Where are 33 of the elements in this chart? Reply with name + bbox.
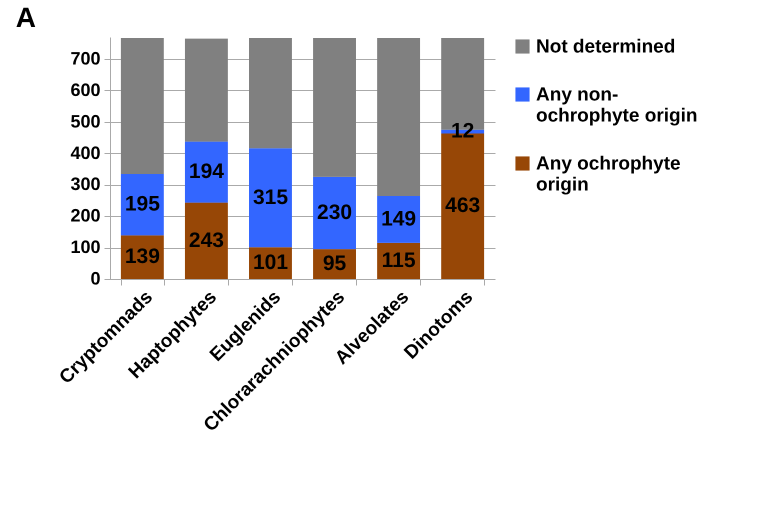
y-tick-label: 200 [70, 206, 100, 226]
y-tick-label: 500 [70, 111, 100, 132]
y-tick-label: 100 [70, 237, 100, 258]
data-label: 463 [445, 194, 480, 218]
y-tick-label: 0 [90, 268, 100, 288]
y-tick-label: 600 [70, 80, 100, 100]
bar [184, 202, 228, 279]
bar [249, 148, 292, 248]
bar [313, 38, 356, 177]
bar [313, 176, 356, 250]
bar [120, 38, 164, 174]
y-tick-label: 300 [70, 174, 100, 194]
data-label: 230 [317, 201, 352, 224]
data-label: 243 [188, 228, 224, 252]
bar [377, 38, 420, 196]
y-tick-label: 700 [70, 48, 100, 68]
data-label: 12 [450, 120, 474, 143]
bar [184, 142, 228, 203]
data-label: 315 [252, 186, 288, 209]
bar [184, 38, 228, 142]
data-label: 139 [124, 245, 160, 268]
data-label: 194 [188, 160, 224, 184]
bar [249, 38, 292, 148]
data-label: 101 [252, 251, 288, 274]
legend-label: Any non-ochrophyte origin [536, 84, 698, 126]
data-label: 195 [124, 192, 160, 216]
data-label: 95 [322, 252, 347, 276]
chart-title: A [16, 2, 36, 33]
legend-label: Not determined [536, 36, 676, 58]
y-tick-label: 400 [70, 142, 100, 163]
data-label: 149 [381, 207, 416, 230]
legend-label: Any ochrophyte origin [536, 154, 681, 196]
data-label: 115 [382, 248, 416, 272]
